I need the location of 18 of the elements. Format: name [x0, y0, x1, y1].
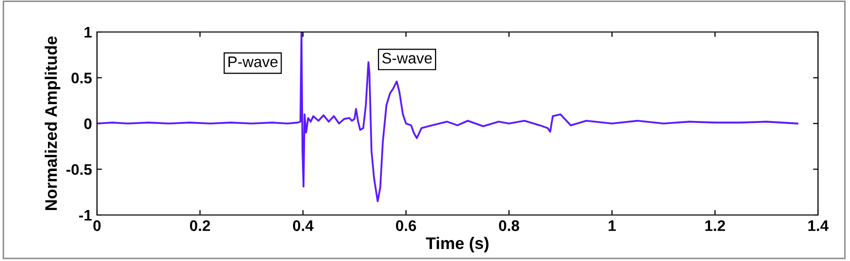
y-tick-label: 0.5 [72, 72, 92, 84]
x-tick-label: 0.8 [498, 220, 520, 232]
y-tick-label: 0 [84, 118, 92, 130]
line-series [97, 32, 798, 202]
x-tick-label: 0 [93, 220, 101, 232]
y-tick-label: 1 [84, 27, 92, 38]
y-axis-title: Normalized Amplitude [44, 36, 60, 210]
annotation: S-wave [382, 52, 432, 64]
y-tick-label: -1 [79, 210, 92, 221]
x-tick-label: 0.6 [396, 220, 416, 232]
x-tick-label: 1.2 [705, 220, 726, 231]
y-tick-label: -0.5 [66, 164, 92, 175]
annotation: P-wave [228, 56, 278, 68]
x-tick-label: 0.4 [292, 220, 314, 232]
x-tick-label: 1.4 [808, 220, 829, 231]
x-tick-label: 1 [608, 220, 616, 231]
x-tick-label: 0.2 [190, 220, 210, 232]
x-axis-title: Time (s) [426, 236, 488, 252]
